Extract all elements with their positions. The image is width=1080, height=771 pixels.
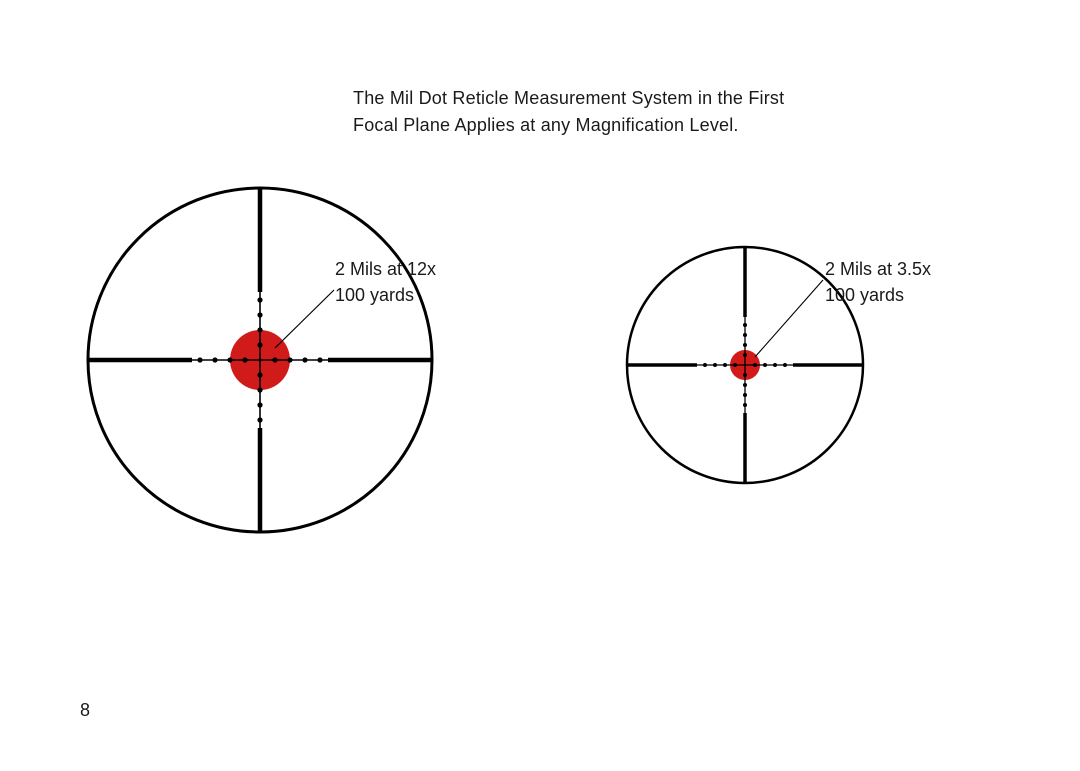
caption-line-1: The Mil Dot Reticle Measurement System i…: [353, 88, 784, 108]
caption-line-2: Focal Plane Applies at any Magnification…: [353, 115, 739, 135]
label-right-line-1: 2 Mils at 3.5x: [825, 259, 931, 279]
label-right-line-2: 100 yards: [825, 285, 904, 305]
scope-left: [80, 160, 440, 560]
label-left: 2 Mils at 12x 100 yards: [335, 256, 436, 308]
caption: The Mil Dot Reticle Measurement System i…: [353, 85, 784, 139]
label-left-line-2: 100 yards: [335, 285, 414, 305]
page-number-text: 8: [80, 700, 90, 720]
label-left-line-1: 2 Mils at 12x: [335, 259, 436, 279]
page-number: 8: [80, 700, 90, 721]
label-right: 2 Mils at 3.5x 100 yards: [825, 256, 931, 308]
